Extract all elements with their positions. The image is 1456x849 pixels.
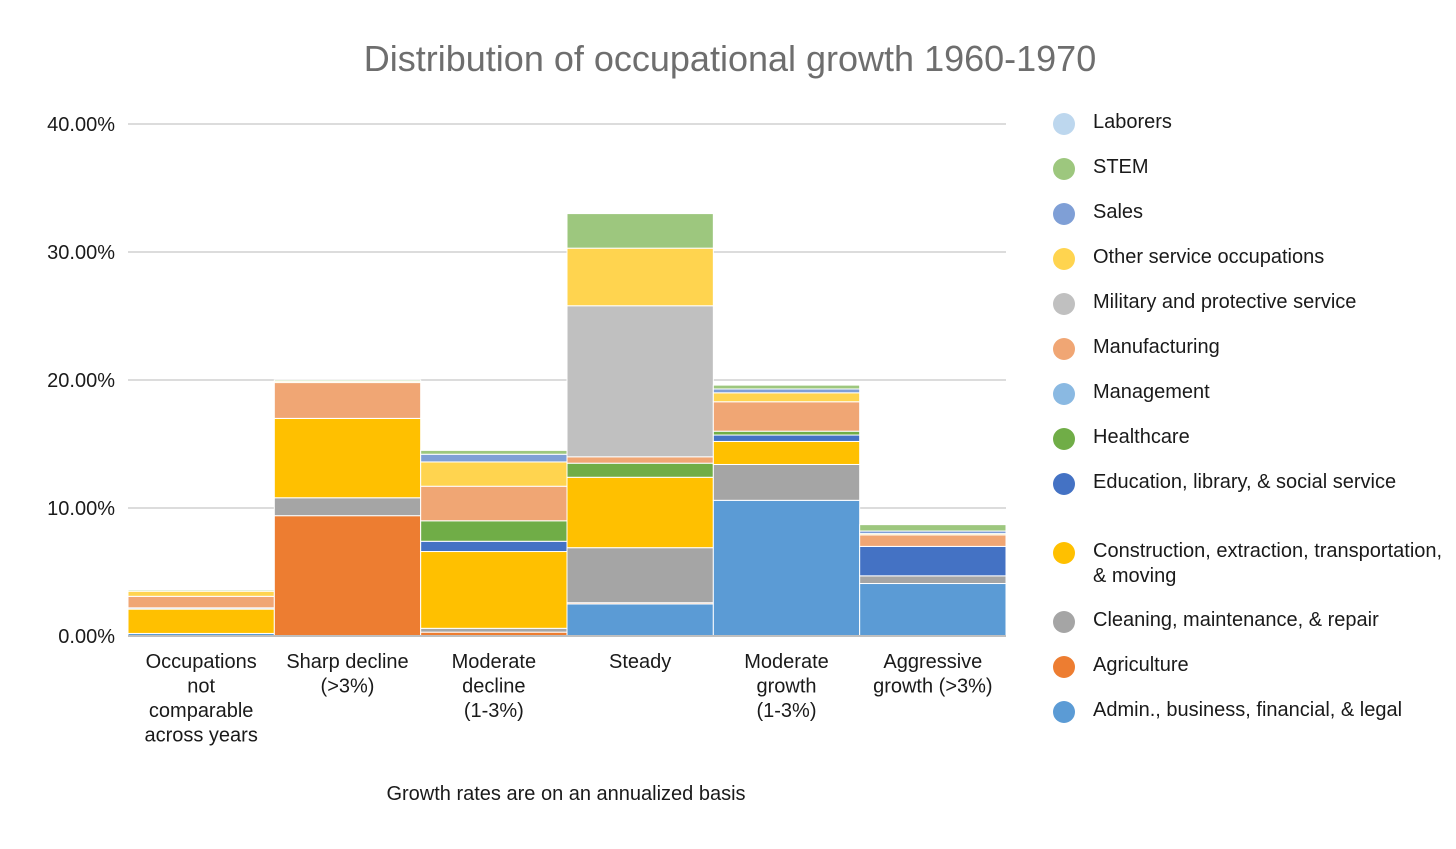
x-axis: Occupations not comparable across years Shar… — [128, 635, 1006, 747]
bar-segment — [273, 417, 422, 499]
bar-segment — [712, 434, 861, 442]
y-tick-label: 10.00% — [47, 498, 115, 520]
y-tick-label: 30.00% — [47, 242, 115, 264]
bar-stack — [566, 213, 714, 637]
bar-segment — [712, 384, 861, 390]
legend-label: Healthcare — [1093, 426, 1190, 448]
bar-segment — [420, 485, 568, 522]
legend-label: Other service occupations — [1093, 246, 1325, 268]
bar-segment — [420, 461, 568, 487]
legend-label: Cleaning, maintenance, & repair — [1093, 609, 1379, 631]
legend-swatch — [1053, 656, 1075, 678]
bar-segment — [420, 449, 568, 455]
y-axis: 0.00% 10.00% 20.00% 30.00% 40.00% — [47, 114, 115, 648]
legend-swatch — [1053, 113, 1075, 135]
bar-segment — [566, 456, 714, 464]
x-tick-label: Sharp decline (>3%) — [286, 651, 408, 698]
x-tick-label: Occupations not comparable across years — [144, 651, 257, 747]
legend-swatch — [1053, 203, 1075, 225]
bar-segment — [127, 589, 275, 592]
y-tick-label: 20.00% — [47, 370, 115, 392]
bar-segment — [127, 590, 275, 597]
bar-stack — [712, 384, 861, 637]
legend-swatch — [1053, 293, 1075, 315]
legend-swatch — [1053, 473, 1075, 495]
bar-segment — [859, 583, 1007, 637]
bar-stack — [859, 524, 1007, 637]
legend-label: Laborers — [1093, 111, 1172, 133]
x-tick-label: Moderate growth (1-3%) — [744, 651, 829, 722]
bar-segment — [859, 575, 1007, 585]
bar-stack — [273, 379, 422, 637]
bar-segment — [712, 430, 861, 436]
bar-stack — [420, 449, 568, 637]
legend-label: Sales — [1093, 201, 1144, 223]
bar-segment — [712, 499, 861, 637]
bar-segment — [127, 608, 275, 634]
bar-segment — [273, 497, 422, 517]
bar-segment — [566, 213, 714, 249]
bar-segment — [566, 476, 714, 549]
bar-segment — [859, 534, 1007, 547]
bar-segment — [420, 453, 568, 463]
x-axis-label: Growth rates are on an annualized basis — [386, 783, 746, 805]
legend-label: Management — [1093, 381, 1210, 403]
bar-segment — [566, 247, 714, 307]
legend-label: Manufacturing — [1093, 336, 1220, 358]
bar-segment — [859, 545, 1007, 577]
x-tick-label: Steady — [609, 651, 671, 673]
bar-segment — [273, 515, 422, 637]
y-tick-label: 0.00% — [58, 626, 115, 648]
bar-segment — [127, 595, 275, 609]
legend-swatch — [1053, 428, 1075, 450]
bar-segment — [566, 603, 714, 637]
legend-swatch — [1053, 611, 1075, 633]
legend-swatch — [1053, 338, 1075, 360]
bar-segment — [712, 440, 861, 465]
bar-segment — [712, 392, 861, 403]
legend-swatch — [1053, 542, 1075, 564]
legend-label: Agriculture — [1093, 654, 1189, 676]
bar-segment — [566, 547, 714, 604]
bar-segment — [712, 388, 861, 394]
legend-label: Education, library, & social service — [1093, 471, 1397, 493]
bar-stacks — [127, 213, 1007, 637]
legend-label: STEM — [1093, 156, 1149, 178]
bar-segment — [859, 524, 1007, 532]
x-tick-label: Moderate decline (1-3%) — [452, 651, 537, 722]
bar-segment — [712, 463, 861, 501]
bar-stack — [127, 589, 275, 637]
bar-segment — [566, 462, 714, 478]
bar-segment — [420, 520, 568, 542]
bar-segment — [420, 551, 568, 629]
legend-label: Construction, extraction, transportation… — [1093, 540, 1443, 587]
bar-segment — [712, 401, 861, 432]
legend-label: Military and protective service — [1093, 291, 1357, 313]
bar-segment — [420, 540, 568, 553]
chart-title: Distribution of occupational growth 1960… — [363, 38, 1097, 79]
bar-segment — [566, 305, 714, 458]
bar-segment — [273, 382, 422, 419]
legend-label: Admin., business, financial, & legal — [1093, 699, 1403, 721]
legend-swatch — [1053, 158, 1075, 180]
y-tick-label: 40.00% — [47, 114, 115, 136]
bar-segment — [420, 627, 568, 633]
legend-swatch — [1053, 701, 1075, 723]
legend-swatch — [1053, 383, 1075, 405]
x-tick-label: Aggressive growth (>3%) — [873, 651, 993, 698]
legend-swatch — [1053, 248, 1075, 270]
bar-segment — [273, 379, 422, 382]
